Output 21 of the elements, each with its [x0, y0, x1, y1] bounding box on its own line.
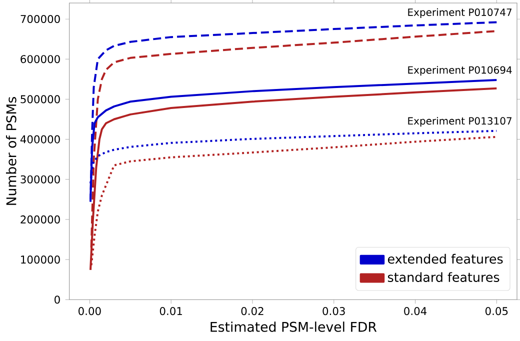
x-tick-label: 0.02	[241, 307, 264, 316]
y-tick-label: 500000	[20, 95, 60, 104]
legend-label: standard features	[388, 272, 500, 282]
x-tick-label: 0.05	[485, 307, 508, 316]
y-tick-label: 200000	[20, 215, 60, 224]
y-tick-label: 0	[54, 296, 60, 304]
y-tick-label: 100000	[21, 256, 60, 264]
x-axis-title: Estimated PSM-level FDR	[210, 322, 377, 332]
x-tick-label: 0.04	[404, 307, 427, 316]
y-tick-label: 700000	[20, 14, 60, 24]
y-tick-label: 300000	[20, 175, 60, 184]
legend-label: extended features	[388, 254, 503, 264]
x-tick-label: 0.01	[160, 307, 182, 316]
annotation: Experiment P010694	[408, 66, 512, 76]
y-tick-label: 600000	[20, 55, 60, 64]
y-axis-title: Number of PSMs	[6, 97, 16, 205]
annotation: Experiment P013107	[408, 116, 512, 127]
x-tick-label: 0.00	[78, 307, 101, 316]
annotation: Experiment P010747	[408, 8, 512, 18]
y-tick-label: 400000	[20, 135, 60, 144]
x-tick-label: 0.03	[322, 307, 345, 316]
